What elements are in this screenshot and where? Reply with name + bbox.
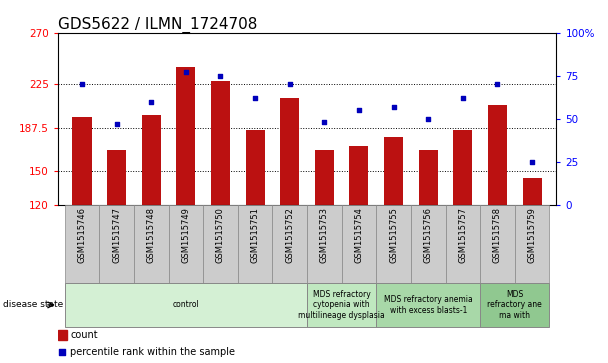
Text: MDS refractory anemia
with excess blasts-1: MDS refractory anemia with excess blasts… [384,295,472,315]
Text: disease state: disease state [3,301,63,309]
Text: GSM1515751: GSM1515751 [250,207,260,263]
Bar [480,283,550,327]
Bar [307,283,376,327]
Bar [350,147,368,205]
Text: MDS
refractory ane
ma with: MDS refractory ane ma with [488,290,542,320]
Bar [168,205,203,283]
Text: GSM1515748: GSM1515748 [147,207,156,264]
Point [77,82,87,87]
Point [250,95,260,101]
Text: GSM1515746: GSM1515746 [77,207,86,264]
Point [285,82,295,87]
Text: GSM1515753: GSM1515753 [320,207,329,264]
Point [527,159,537,165]
Text: GSM1515758: GSM1515758 [493,207,502,264]
Bar [72,117,92,205]
Bar [376,283,480,327]
Bar [522,178,542,205]
Bar [515,205,550,283]
Point [216,73,226,79]
Text: GSM1515749: GSM1515749 [181,207,190,263]
Text: count: count [71,330,98,340]
Text: GSM1515752: GSM1515752 [285,207,294,263]
Text: GSM1515757: GSM1515757 [458,207,468,264]
Bar [107,150,126,205]
Bar [280,98,299,205]
Bar [307,205,342,283]
Text: control: control [173,301,199,309]
Bar [64,283,307,327]
Bar [134,205,168,283]
Bar [142,115,161,205]
Bar [64,205,99,283]
Bar [384,137,403,205]
Point [458,95,468,101]
Bar [315,150,334,205]
Bar [211,81,230,205]
Point [492,82,502,87]
Bar [58,330,67,340]
Point [181,69,191,75]
Point [112,121,122,127]
Bar [99,205,134,283]
Text: GSM1515747: GSM1515747 [112,207,121,264]
Point [57,349,67,355]
Bar [272,205,307,283]
Text: GSM1515756: GSM1515756 [424,207,433,264]
Text: MDS refractory
cytopenia with
multilineage dysplasia: MDS refractory cytopenia with multilinea… [299,290,385,320]
Text: percentile rank within the sample: percentile rank within the sample [71,347,235,357]
Bar [446,205,480,283]
Text: GSM1515759: GSM1515759 [528,207,537,263]
Point [423,116,433,122]
Text: GSM1515754: GSM1515754 [354,207,364,263]
Bar [246,130,264,205]
Point [389,104,398,110]
Bar [342,205,376,283]
Bar [411,205,446,283]
Point [147,99,156,105]
Text: GSM1515750: GSM1515750 [216,207,225,263]
Point [319,119,329,125]
Bar [376,205,411,283]
Text: GDS5622 / ILMN_1724708: GDS5622 / ILMN_1724708 [58,16,257,33]
Bar [176,67,195,205]
Bar [488,105,507,205]
Bar [419,150,438,205]
Bar [454,130,472,205]
Bar [480,205,515,283]
Text: GSM1515755: GSM1515755 [389,207,398,263]
Bar [238,205,272,283]
Point [354,107,364,113]
Bar [203,205,238,283]
